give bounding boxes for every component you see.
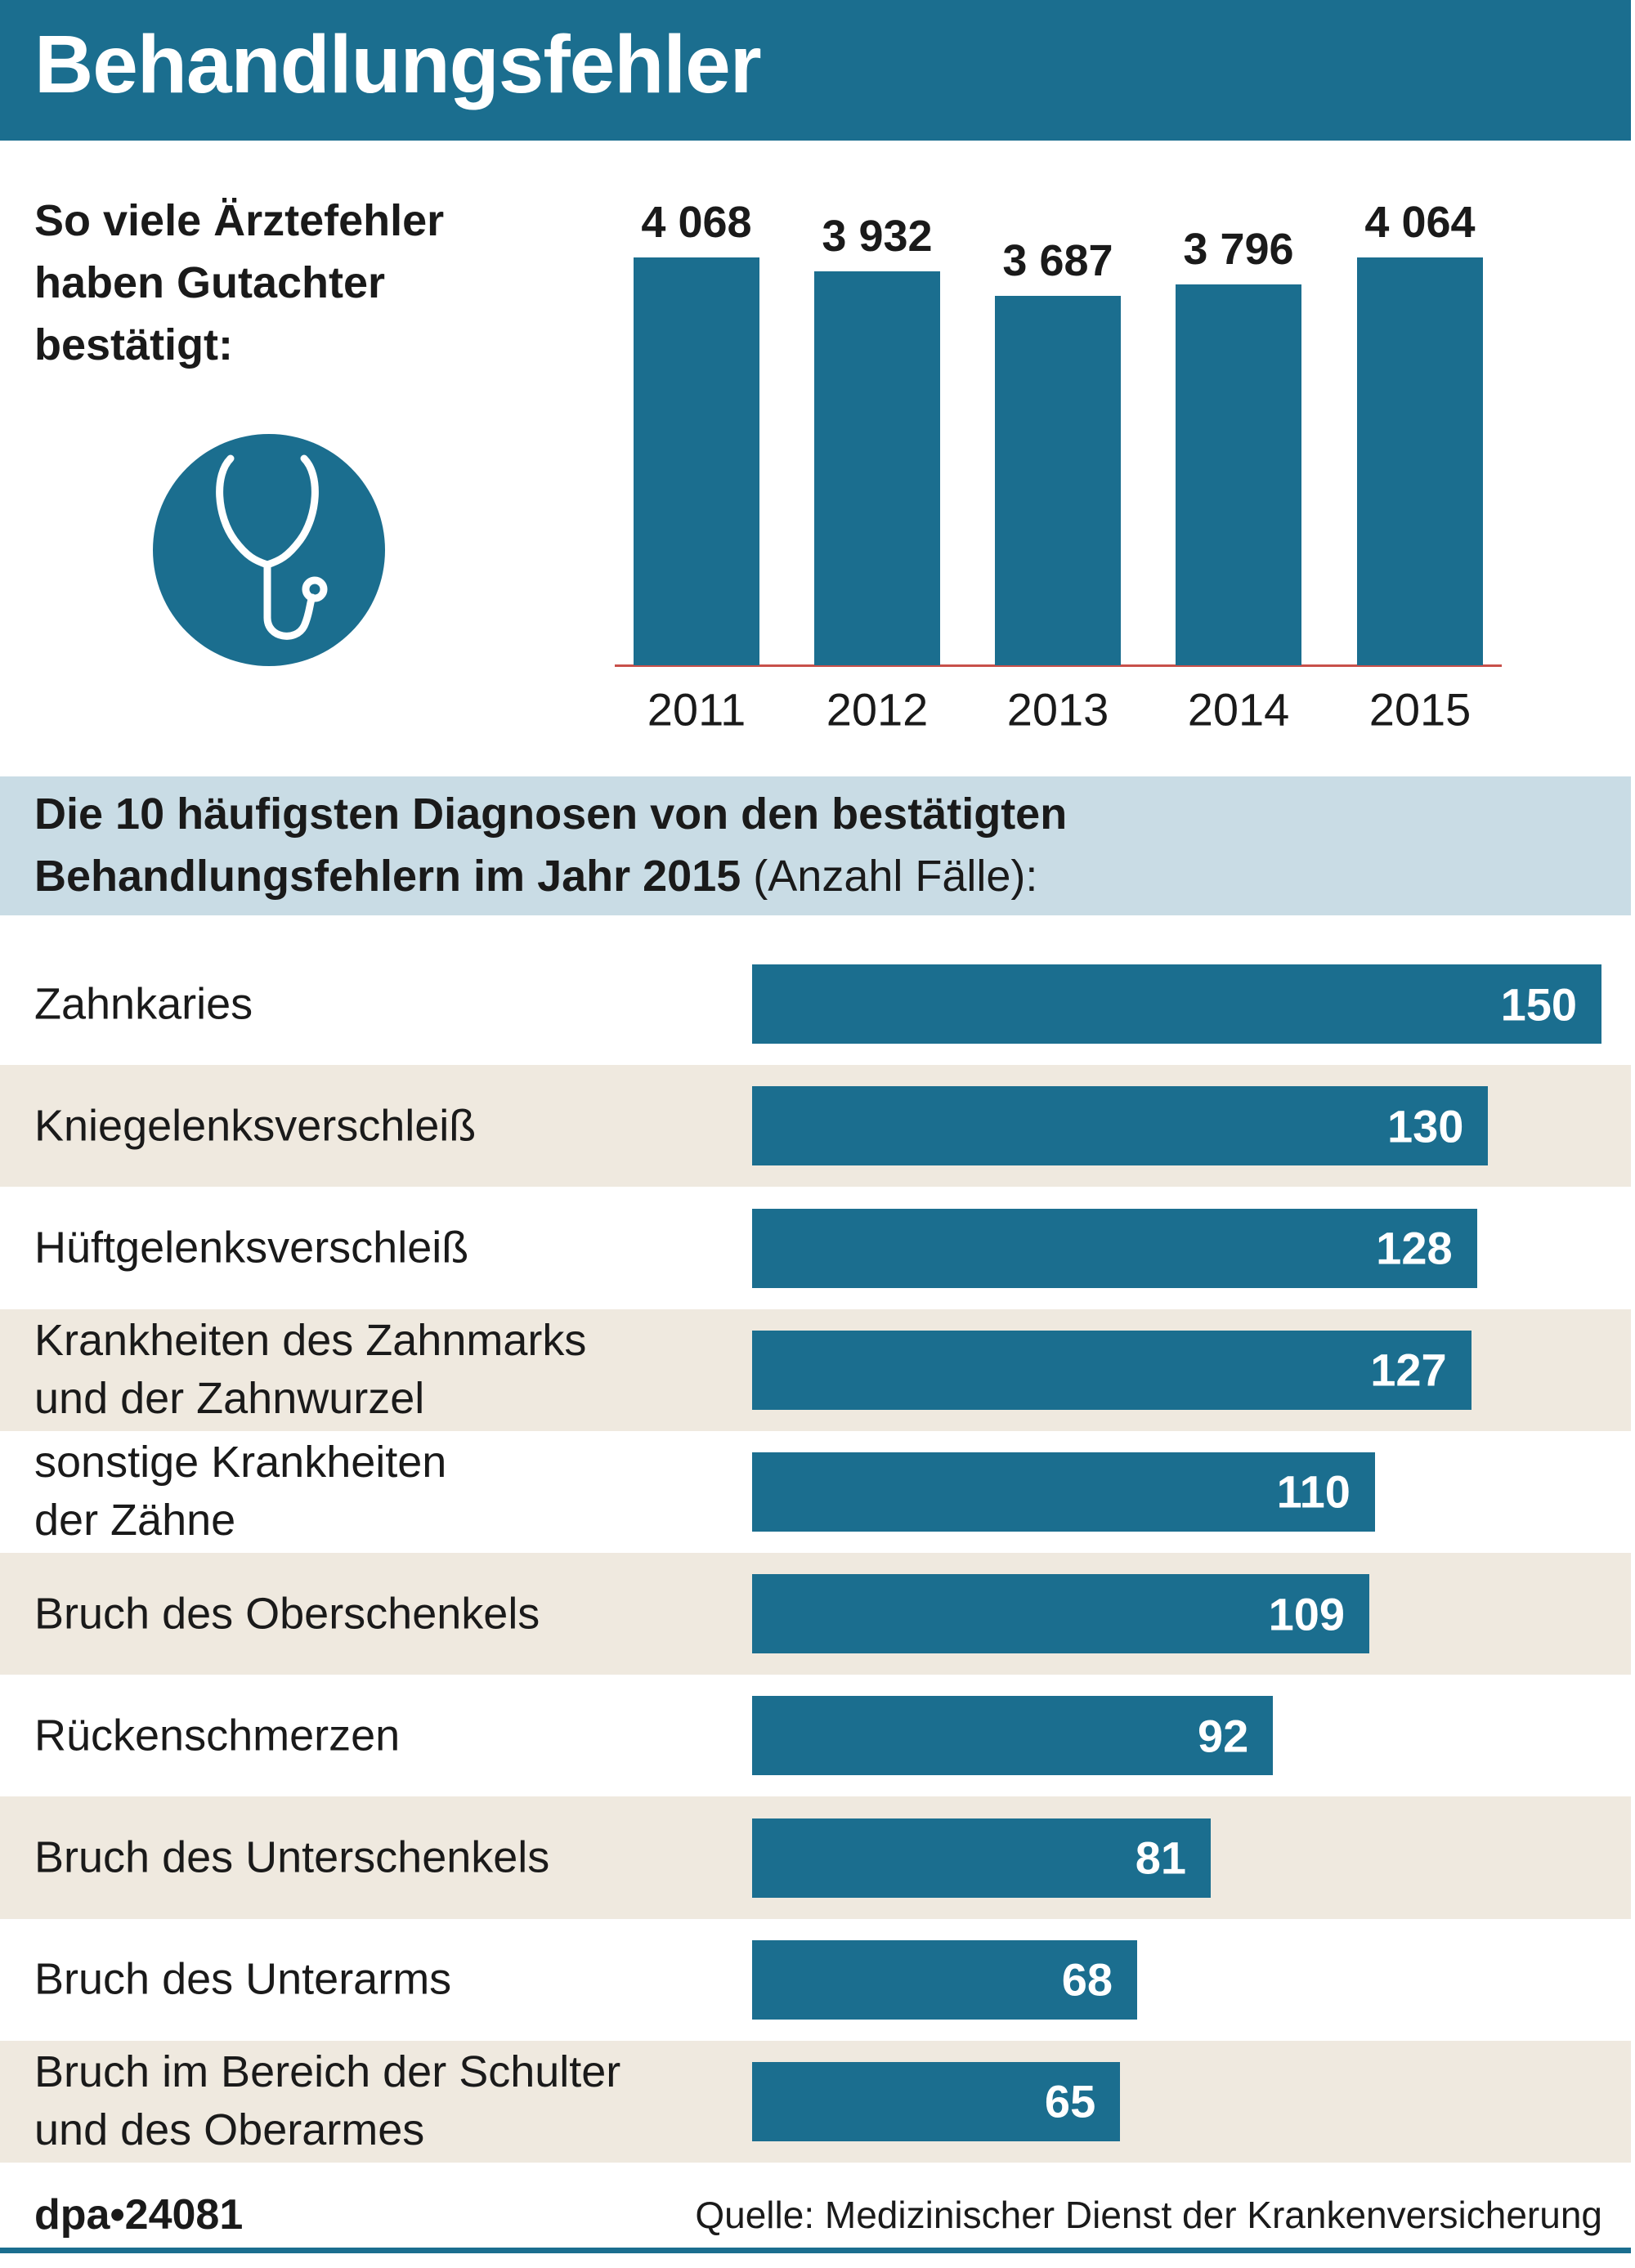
chart-title: So viele Ärztefehler haben Gutachter bes… [34, 196, 445, 369]
bar [752, 1208, 1477, 1288]
value-label: 81 [1135, 1832, 1187, 1884]
value-label: 3 796 [1183, 225, 1294, 275]
x-tick-label: 2015 [1368, 683, 1472, 736]
value-label: 3 687 [1002, 235, 1113, 285]
bar [634, 257, 759, 665]
category-label: Hüftgelenksverschleiß [34, 1223, 469, 1273]
chart-title-text: Die 10 häufigsten Diagnosen von den best… [34, 790, 1068, 901]
bar [814, 271, 940, 665]
category-label: Bruch im Bereich der Schulter und des Ob… [34, 2047, 621, 2155]
bar [752, 964, 1601, 1045]
bar [752, 1574, 1369, 1654]
value-label: 4 068 [641, 198, 752, 247]
section-band [0, 776, 1631, 915]
bar [995, 295, 1121, 665]
category-label: Zahnkaries [34, 979, 253, 1029]
stethoscope-icon [153, 434, 385, 666]
value-label: 3 932 [822, 211, 933, 261]
bar [752, 1696, 1274, 1776]
value-label: 4 064 [1364, 198, 1476, 248]
bar [1176, 284, 1301, 665]
bar [752, 1330, 1472, 1410]
value-label: 68 [1061, 1953, 1113, 2006]
bar [1357, 257, 1483, 665]
value-label: 92 [1197, 1710, 1249, 1762]
x-tick-label: 2014 [1187, 683, 1290, 736]
source: Quelle: Medizinischer Dienst der Kranken… [695, 2194, 1602, 2236]
value-label: 128 [1376, 1222, 1453, 1274]
category-label: sonstige Krankheiten der Zähne [34, 1438, 447, 1546]
value-label: 150 [1500, 978, 1577, 1031]
value-label: 109 [1268, 1588, 1345, 1640]
page-title: Behandlungsfehler [34, 19, 762, 110]
bar [752, 1939, 1137, 2020]
x-tick-label: 2013 [1006, 683, 1109, 736]
footer-line [0, 2248, 1631, 2253]
category-label: Bruch des Oberschenkels [34, 1589, 540, 1639]
bar [752, 1086, 1489, 1166]
credit: dpa•24081 [34, 2191, 244, 2239]
value-label: 65 [1044, 2075, 1096, 2127]
value-label: 127 [1370, 1344, 1447, 1396]
bar [752, 1452, 1375, 1532]
x-tick-label: 2011 [647, 683, 746, 736]
category-label: Kniegelenksverschleiß [34, 1101, 477, 1151]
chart-subtitle: (Anzahl Fälle): [753, 852, 1038, 901]
category-label: Krankheiten des Zahnmarks und der Zahnwu… [34, 1316, 587, 1424]
baseline [615, 664, 1502, 667]
bar [752, 2061, 1121, 2141]
value-label: 110 [1276, 1465, 1351, 1518]
category-label: Bruch des Unterarms [34, 1954, 452, 2004]
x-tick-label: 2012 [826, 683, 929, 736]
category-label: Rückenschmerzen [34, 1711, 401, 1760]
chart-title: Die 10 häufigsten Diagnosen von den best… [34, 783, 1067, 907]
header-bar [0, 0, 1631, 141]
bar [752, 1818, 1212, 1898]
category-label: Bruch des Unterschenkels [34, 1832, 550, 1882]
value-label: 130 [1387, 1100, 1464, 1152]
